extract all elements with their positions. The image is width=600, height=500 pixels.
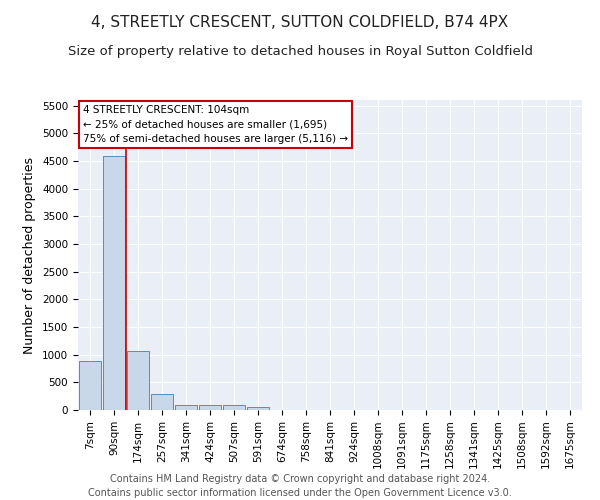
Bar [127,352,149,410]
Bar [103,156,125,410]
Bar [223,405,245,410]
Bar [199,405,221,410]
Bar [151,394,173,410]
Text: Size of property relative to detached houses in Royal Sutton Coldfield: Size of property relative to detached ho… [67,45,533,58]
Bar [247,407,269,410]
Bar [79,362,101,410]
Bar [175,405,197,410]
Y-axis label: Number of detached properties: Number of detached properties [23,156,37,354]
Text: 4, STREETLY CRESCENT, SUTTON COLDFIELD, B74 4PX: 4, STREETLY CRESCENT, SUTTON COLDFIELD, … [91,15,509,30]
Text: 4 STREETLY CRESCENT: 104sqm
← 25% of detached houses are smaller (1,695)
75% of : 4 STREETLY CRESCENT: 104sqm ← 25% of det… [83,104,348,144]
Text: Contains HM Land Registry data © Crown copyright and database right 2024.
Contai: Contains HM Land Registry data © Crown c… [88,474,512,498]
